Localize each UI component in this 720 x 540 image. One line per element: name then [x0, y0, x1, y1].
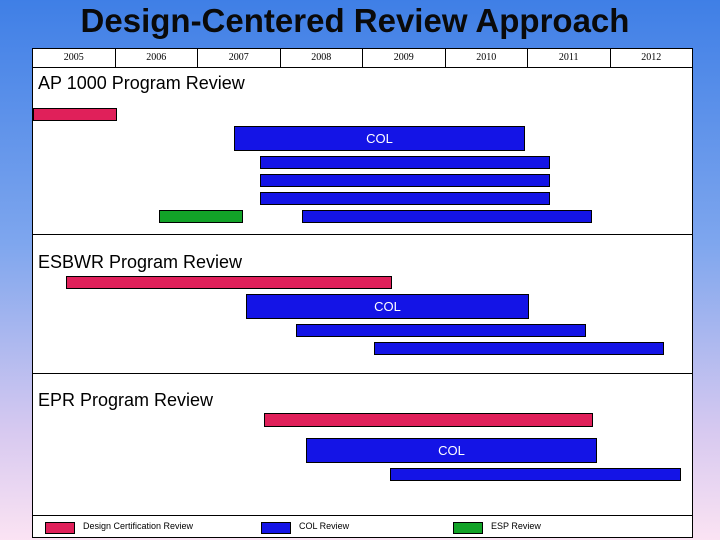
ap1000-col-bar: COL [234, 126, 525, 151]
legend-swatch-esp [453, 522, 483, 534]
year-2009: 2009 [363, 49, 446, 67]
year-2011: 2011 [528, 49, 611, 67]
esbwr-col-bar-3 [374, 342, 664, 355]
legend-label-col: COL Review [299, 521, 350, 531]
ap1000-col-bar-2 [260, 156, 550, 169]
section-label-ap1000: AP 1000 Program Review [38, 73, 245, 93]
esbwr-col-bar-2 [296, 324, 586, 337]
legend-swatch-col [261, 522, 291, 534]
year-2010: 2010 [446, 49, 528, 67]
gantt-chart: 2005 2006 2007 2008 2009 2010 2011 2012 … [32, 48, 693, 538]
year-2012: 2012 [641, 52, 662, 63]
year-header: 2005 2006 2007 2008 2009 2010 2011 2012 [33, 49, 692, 68]
section-divider [33, 373, 692, 374]
epr-col-bar-2 [390, 468, 681, 481]
year-2006: 2006 [116, 49, 198, 67]
epr-design-cert-bar [264, 413, 593, 427]
esbwr-col-label: COL [374, 299, 401, 314]
page-title: Design-Centered Review Approach [80, 2, 630, 39]
epr-col-label: COL [438, 443, 465, 458]
year-2005: 2005 [33, 49, 116, 67]
legend-swatch-design-cert [45, 522, 75, 534]
ap1000-col-bar-3 [260, 174, 550, 187]
epr-col-bar: COL [306, 438, 597, 463]
ap1000-col-bar-5 [302, 210, 592, 223]
section-label-epr: EPR Program Review [38, 390, 214, 410]
legend-label-esp: ESP Review [491, 521, 541, 531]
legend-divider [33, 515, 692, 516]
year-2007: 2007 [198, 49, 281, 67]
legend-label-design-cert: Design Certification Review [83, 521, 194, 531]
section-divider [33, 234, 692, 235]
year-2008: 2008 [281, 49, 363, 67]
esbwr-design-cert-bar [66, 276, 392, 289]
ap1000-col-label: COL [366, 131, 393, 146]
ap1000-esp-bar [159, 210, 243, 223]
ap1000-design-cert-bar [33, 108, 117, 121]
section-label-esbwr: ESBWR Program Review [38, 252, 243, 272]
ap1000-col-bar-4 [260, 192, 550, 205]
esbwr-col-bar: COL [246, 294, 529, 319]
